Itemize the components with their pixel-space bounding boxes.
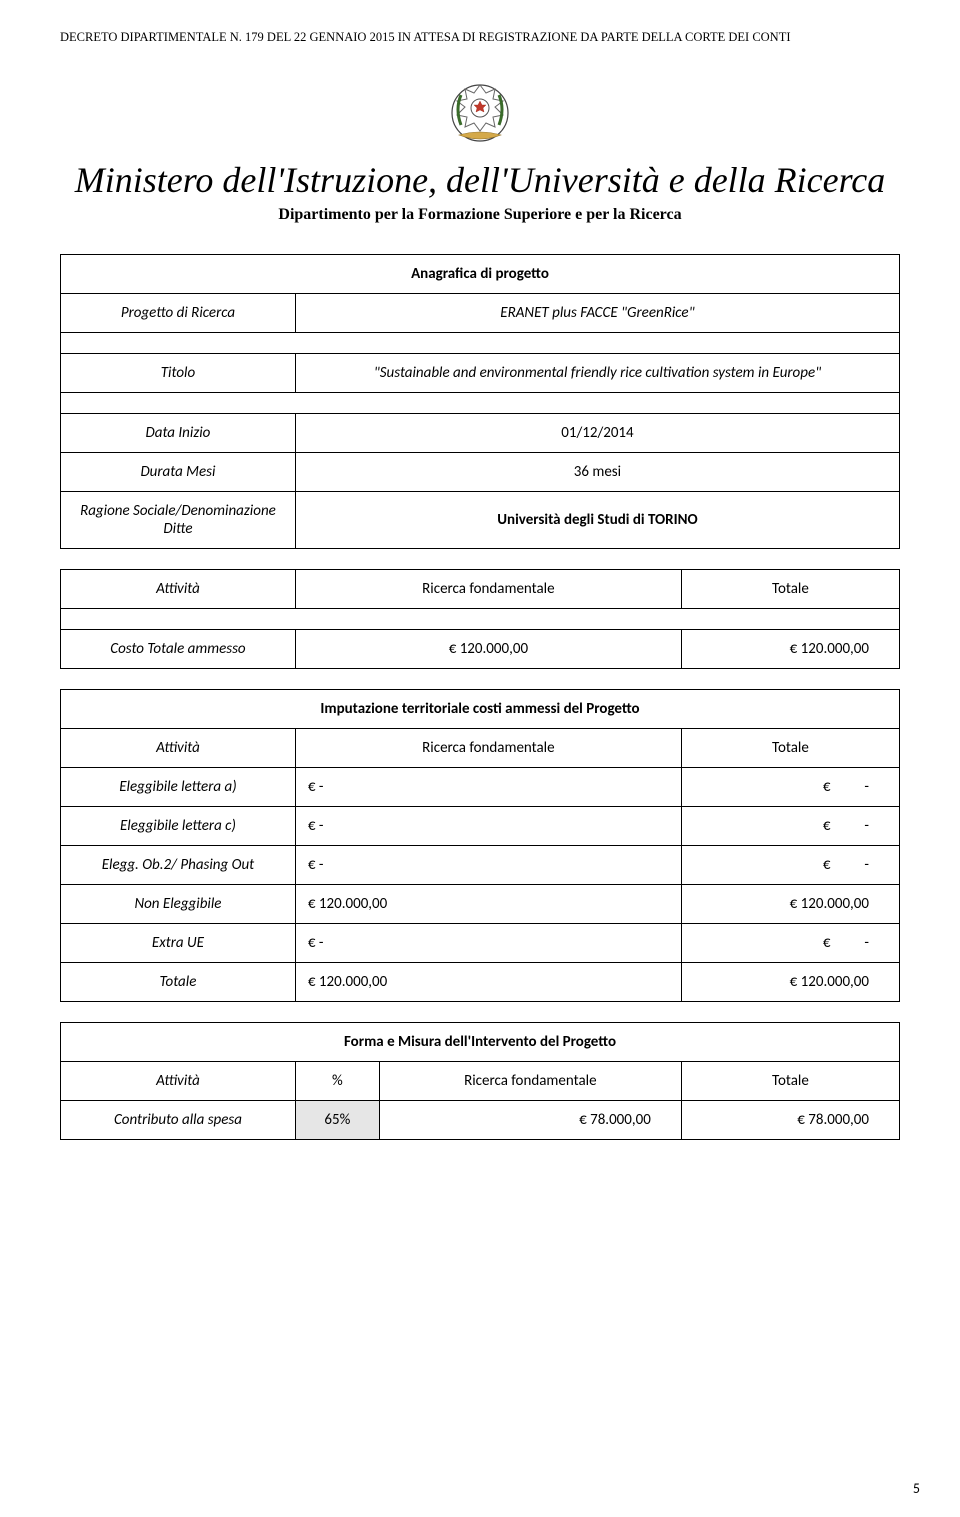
dash-3: - <box>864 856 869 874</box>
value-totale-head-1: Totale <box>681 569 899 608</box>
label-attivita-3: Attività <box>61 1061 296 1100</box>
label-durata: Durata Mesi <box>61 452 296 491</box>
value-costo-totale-tot: € 120.000,00 <box>681 629 899 668</box>
value-non-eleg: € 120.000,00 <box>295 884 681 923</box>
department-subtitle: Dipartimento per la Formazione Superiore… <box>60 206 900 224</box>
value-data-inizio: 01/12/2014 <box>295 413 899 452</box>
value-extra-ue: € - <box>295 923 681 962</box>
value-ricerca-fond-2: Ricerca fondamentale <box>295 728 681 767</box>
label-data-inizio: Data Inizio <box>61 413 296 452</box>
value-contributo: € 78.000,00 <box>379 1100 681 1139</box>
value-totale-head-3: Totale <box>681 1061 899 1100</box>
label-non-eleg: Non Eleggibile <box>61 884 296 923</box>
label-contributo: Contributo alla spesa <box>61 1100 296 1139</box>
value-eleg-c: € - <box>295 806 681 845</box>
value-ricerca-fond-3: Ricerca fondamentale <box>379 1061 681 1100</box>
value-percent: 65% <box>295 1100 379 1139</box>
value-extra-ue-tot: € - <box>681 923 899 962</box>
num-120-a: 120.000,00 <box>801 640 869 658</box>
label-extra-ue: Extra UE <box>61 923 296 962</box>
dash-4: - <box>864 934 869 952</box>
dash-2: - <box>864 817 869 835</box>
label-attivita-1: Attività <box>61 569 296 608</box>
header-notice: DECRETO DIPARTIMENTALE N. 179 DEL 22 GEN… <box>60 30 900 45</box>
label-titolo: Titolo <box>61 353 296 392</box>
num-78: 78.000,00 <box>808 1111 869 1129</box>
label-progetto: Progetto di Ricerca <box>61 293 296 332</box>
value-totale-row-tot: € 120.000,00 <box>681 962 899 1001</box>
imputazione-table: Imputazione territoriale costi ammessi d… <box>60 689 900 1002</box>
label-ragione: Ragione Sociale/Denominazione Ditte <box>61 491 296 548</box>
value-progetto: ERANET plus FACCE "GreenRice" <box>295 293 899 332</box>
value-phasing: € - <box>295 845 681 884</box>
label-totale: Totale <box>61 962 296 1001</box>
label-costo-totale: Costo Totale ammesso <box>61 629 296 668</box>
value-ragione: Università degli Studi di TORINO <box>295 491 899 548</box>
value-eleg-a: € - <box>295 767 681 806</box>
value-contributo-tot: € 78.000,00 <box>681 1100 899 1139</box>
value-totale-row: € 120.000,00 <box>295 962 681 1001</box>
value-ricerca-fond-1: Ricerca fondamentale <box>295 569 681 608</box>
attivita-cost-table: Attività Ricerca fondamentale Totale Cos… <box>60 569 900 669</box>
label-phasing: Elegg. Ob.2/ Phasing Out <box>61 845 296 884</box>
label-attivita-2: Attività <box>61 728 296 767</box>
value-phasing-tot: € - <box>681 845 899 884</box>
value-eleg-a-tot: € - <box>681 767 899 806</box>
dash-1: - <box>864 778 869 796</box>
page-number: 5 <box>913 1480 920 1497</box>
ministry-title: Ministero dell'Istruzione, dell'Universi… <box>60 162 900 200</box>
label-percent: % <box>295 1061 379 1100</box>
value-titolo: "Sustainable and environmental friendly … <box>295 353 899 392</box>
section-anagrafica: Anagrafica di progetto <box>61 254 900 293</box>
anagrafica-table: Anagrafica di progetto Progetto di Ricer… <box>60 254 900 549</box>
value-non-eleg-tot: € 120.000,00 <box>681 884 899 923</box>
value-totale-head-2: Totale <box>681 728 899 767</box>
num-120-b: 120.000,00 <box>801 895 869 913</box>
section-forma: Forma e Misura dell'Intervento del Proge… <box>61 1022 900 1061</box>
forma-table: Forma e Misura dell'Intervento del Proge… <box>60 1022 900 1140</box>
value-costo-totale: € 120.000,00 <box>295 629 681 668</box>
value-durata: 36 mesi <box>295 452 899 491</box>
italy-emblem-icon <box>441 65 519 154</box>
value-eleg-c-tot: € - <box>681 806 899 845</box>
label-eleg-c: Eleggibile lettera c) <box>61 806 296 845</box>
num-120-c: 120.000,00 <box>801 973 869 991</box>
page-container: DECRETO DIPARTIMENTALE N. 179 DEL 22 GEN… <box>0 0 960 1517</box>
section-imputazione: Imputazione territoriale costi ammessi d… <box>61 689 900 728</box>
label-eleg-a: Eleggibile lettera a) <box>61 767 296 806</box>
emblem-container <box>60 65 900 154</box>
